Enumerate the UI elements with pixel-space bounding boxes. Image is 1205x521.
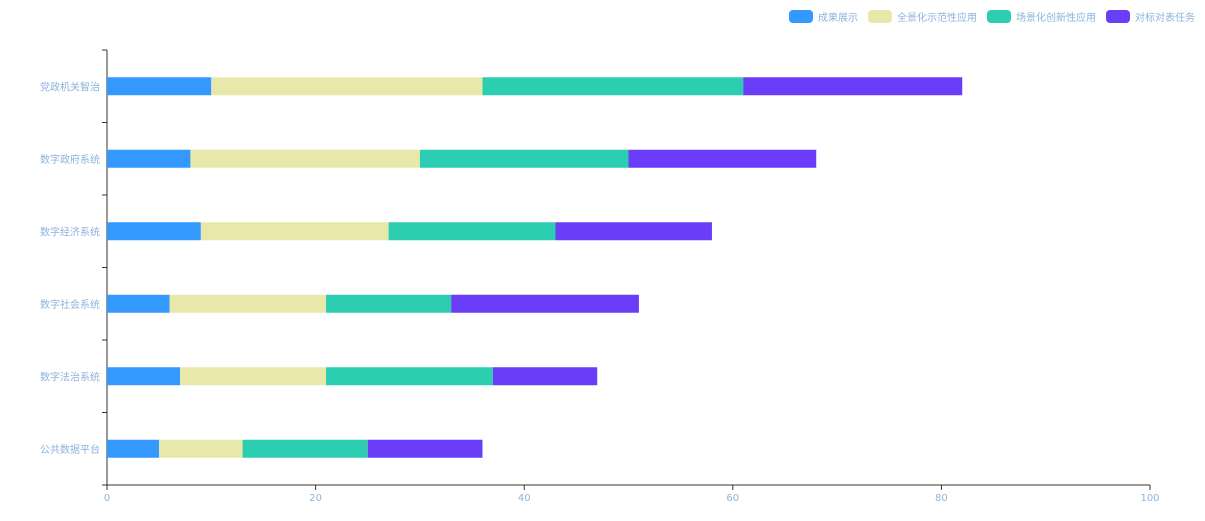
- bar-segment: [451, 294, 639, 313]
- legend-swatch: [1106, 10, 1130, 23]
- y-tick-label: 数字经济系统: [40, 225, 100, 238]
- bar-segment: [326, 367, 493, 386]
- bar-segment: [159, 439, 243, 458]
- bar-segment: [743, 77, 963, 96]
- bar-segment: [107, 294, 170, 313]
- bar-segment: [107, 439, 160, 458]
- x-axis: 0 20 40 60 80 100: [104, 484, 1160, 504]
- legend-label: 对标对表任务: [1135, 13, 1195, 24]
- bar-segment: [107, 149, 191, 168]
- bar-segment: [107, 367, 181, 386]
- legend-label: 全景化示范性应用: [897, 13, 977, 24]
- legend-item[interactable]: 对标对表任务: [1106, 9, 1195, 24]
- bar-segment: [555, 222, 712, 241]
- legend-item[interactable]: 全景化示范性应用: [868, 9, 977, 24]
- x-tick-label: 20: [309, 493, 322, 504]
- legend-swatch: [789, 10, 813, 23]
- bar-segment: [628, 149, 817, 168]
- legend-item[interactable]: 场景化创新性应用: [987, 9, 1096, 24]
- x-tick-label: 60: [726, 493, 739, 504]
- legend-swatch: [987, 10, 1011, 23]
- bar-segment: [419, 149, 629, 168]
- x-tick-label: 100: [1140, 493, 1159, 504]
- legend-label: 成果展示: [818, 13, 858, 24]
- legend-label: 场景化创新性应用: [1016, 13, 1096, 24]
- bars: [107, 77, 963, 458]
- y-tick-label: 数字政府系统: [40, 153, 100, 166]
- bar-segment: [200, 222, 389, 241]
- bar-segment: [107, 222, 201, 241]
- bar-segment: [242, 439, 368, 458]
- y-tick-label: 党政机关智治: [40, 80, 100, 93]
- legend-item[interactable]: 成果展示: [789, 9, 858, 24]
- bar-segment: [326, 294, 452, 313]
- bar-segment: [367, 439, 483, 458]
- y-tick-label: 公共数据平台: [40, 443, 100, 456]
- x-tick-label: 0: [104, 493, 110, 504]
- bar-segment: [482, 77, 744, 96]
- bar-segment: [211, 77, 483, 96]
- x-tick-label: 40: [518, 493, 531, 504]
- y-tick-label: 数字法治系统: [40, 370, 100, 383]
- bar-segment: [107, 77, 212, 96]
- y-tick-label: 数字社会系统: [40, 298, 100, 311]
- bar-segment: [388, 222, 556, 241]
- legend-swatch: [868, 10, 892, 23]
- legend: 成果展示 全景化示范性应用 场景化创新性应用 对标对表任务: [789, 9, 1195, 24]
- bar-segment: [180, 367, 327, 386]
- bar-segment: [169, 294, 327, 313]
- bar-segment: [190, 149, 420, 168]
- x-tick-label: 80: [935, 493, 948, 504]
- bar-segment: [492, 367, 598, 386]
